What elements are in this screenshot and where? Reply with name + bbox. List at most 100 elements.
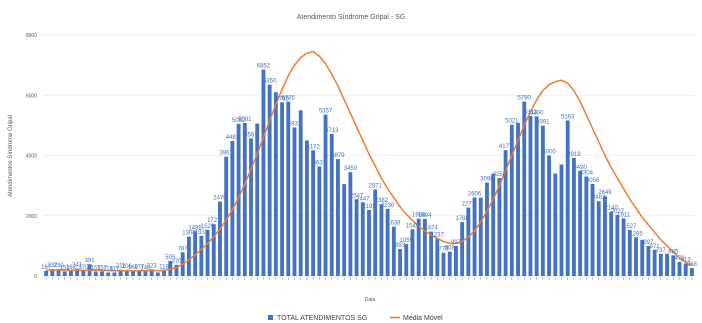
data-label: 1549: [406, 223, 420, 229]
bar: [261, 69, 266, 276]
data-label: 2447: [356, 196, 370, 202]
data-label: 470: [674, 256, 685, 262]
data-label: 230: [54, 263, 65, 269]
moving-average-line: [46, 50, 693, 272]
data-label: 5790: [518, 96, 532, 102]
data-label: 737: [656, 248, 667, 254]
bar: [298, 110, 303, 276]
y-tick-label: 8000: [26, 33, 37, 39]
data-label: 3450: [344, 166, 358, 172]
data-label: 2230: [381, 203, 395, 209]
data-label: 5313: [524, 110, 538, 116]
y-tick-label: 0: [34, 274, 37, 280]
data-label: 2195: [362, 204, 376, 210]
bar: [665, 253, 669, 276]
data-label: 1638: [387, 221, 401, 227]
data-label: 1527: [623, 224, 637, 230]
bar: [422, 218, 427, 276]
bar: [621, 218, 626, 276]
data-label: 206: [122, 264, 133, 270]
moving-average-series: [46, 50, 693, 272]
bar: [81, 270, 86, 276]
bar: [93, 271, 98, 276]
data-label: 4481: [226, 135, 240, 141]
bar: [106, 272, 111, 276]
data-label: 5300: [530, 110, 544, 116]
data-label: 1526: [201, 224, 215, 230]
bar: [112, 272, 117, 276]
data-label: 232: [47, 263, 58, 269]
bar: [435, 238, 440, 276]
data-label: 118: [103, 266, 113, 272]
y-tick-label: 2000: [26, 214, 37, 220]
bar: [528, 115, 533, 276]
bar: [658, 253, 663, 276]
data-label: 162: [66, 265, 77, 271]
bar: [249, 138, 253, 276]
bar: [211, 224, 216, 276]
bar: [391, 226, 396, 276]
y-tick-label: 6000: [26, 93, 37, 99]
data-label: 5163: [561, 114, 575, 120]
data-label: 5021: [505, 119, 519, 125]
data-label: 505: [165, 255, 176, 261]
bar: [323, 114, 328, 276]
bar: [584, 176, 589, 276]
bar: [155, 272, 160, 276]
bar: [603, 196, 607, 276]
bar: [466, 207, 471, 276]
bar: [534, 116, 539, 277]
bar: [304, 140, 309, 276]
data-label: 808: [445, 246, 456, 252]
data-label: 685: [668, 249, 679, 255]
bar: [50, 269, 55, 276]
data-label: 1894: [418, 213, 432, 219]
data-label: 1059: [400, 238, 414, 244]
data-label: 3637: [313, 160, 327, 166]
data-label: 4931: [288, 121, 302, 127]
bar: [441, 252, 446, 276]
data-label: 3098: [480, 177, 494, 183]
data-label: 893: [395, 243, 406, 249]
data-label: 5052: [232, 118, 246, 124]
data-label: 5765: [275, 96, 289, 102]
bar: [404, 244, 409, 276]
bar: [379, 204, 384, 276]
bar: [348, 172, 353, 276]
bar: [193, 231, 198, 276]
data-label: 177: [134, 265, 145, 271]
bar: [131, 271, 135, 276]
bar: [429, 231, 434, 276]
data-label: 871: [650, 244, 661, 250]
bar: [646, 245, 651, 276]
bar: [143, 271, 148, 276]
bar: [329, 134, 334, 276]
bar: [609, 211, 614, 276]
data-label: 6852: [257, 64, 271, 70]
data-label: 4172: [306, 144, 320, 150]
data-label: 1721: [207, 218, 221, 224]
y-axis-label: Atendimentos Síndrome Gripal: [8, 115, 14, 197]
bar: [236, 123, 241, 276]
data-label: 151: [60, 265, 71, 271]
data-label: 413: [681, 258, 692, 264]
bar: [677, 261, 682, 276]
data-label: 4177: [499, 144, 513, 150]
data-label: 2649: [598, 190, 612, 196]
bar: [317, 166, 322, 276]
y-tick-labels: 0 2000 4000 6000 8000: [26, 33, 37, 280]
data-label: 1285: [629, 231, 643, 237]
data-label: 3879: [331, 153, 345, 159]
bar: [410, 229, 415, 276]
bar: [186, 236, 191, 276]
bar: [460, 222, 465, 276]
bar: [578, 170, 583, 276]
bar: [640, 239, 645, 276]
data-label: 2382: [375, 198, 389, 204]
bar: [503, 150, 508, 276]
x-axis-label: Data: [365, 297, 376, 303]
data-label: 1788: [455, 216, 469, 222]
bars: [44, 69, 694, 277]
bar: [205, 230, 210, 276]
data-label: 4567: [244, 132, 258, 138]
